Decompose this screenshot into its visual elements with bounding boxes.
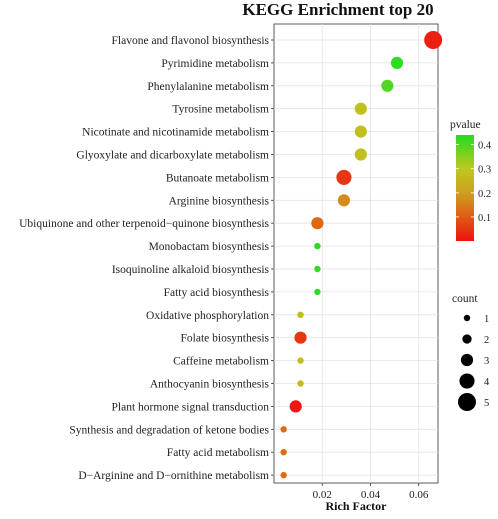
size-legend-circle <box>458 393 476 411</box>
size-legend-circle <box>460 353 474 367</box>
y-axis: Flavone and flavonol biosynthesis Pyrimid… <box>19 35 274 482</box>
data-points <box>280 31 443 479</box>
colorbar-label: 0.4 <box>478 141 492 152</box>
y-category-label: Plant hormone signal transduction <box>112 401 270 413</box>
y-category-label: Flavone and flavonol biosynthesis <box>112 35 270 47</box>
data-point <box>297 311 304 318</box>
data-point <box>354 125 367 138</box>
x-tick-label: 0.06 <box>409 489 429 501</box>
size-legend-label: 3 <box>484 356 489 367</box>
data-point <box>297 380 304 387</box>
chart-title: KEGG Enrichment top 20 <box>242 0 433 19</box>
pvalue-legend: pvalue 0.1 0.2 0.3 0.4 <box>450 119 492 241</box>
data-point <box>336 169 352 185</box>
data-point <box>280 449 287 456</box>
y-category-label: Fatty acid metabolism <box>167 447 269 459</box>
y-category-label: Arginine biosynthesis <box>169 195 270 207</box>
size-legend-circle <box>459 373 475 389</box>
y-category-label: Caffeine metabolism <box>173 356 269 368</box>
y-category-label: Nicotinate and nicotinamide metabolism <box>82 127 269 139</box>
data-point <box>314 242 321 250</box>
data-point <box>424 31 443 49</box>
data-point <box>381 79 394 92</box>
data-point <box>354 102 367 115</box>
y-category-label: Butanoate metabolism <box>166 172 269 184</box>
data-point <box>311 217 324 230</box>
y-category-label: Folate biosynthesis <box>181 333 270 345</box>
count-legend-title: count <box>452 293 478 305</box>
y-category-label: Glyoxylate and dicarboxylate metabolism <box>76 150 269 162</box>
y-category-label: Isoquinoline alkaloid biosynthesis <box>112 264 270 276</box>
y-category-label: Ubiquinone and other terpenoid−quinone b… <box>19 218 269 230</box>
colorbar-label: 0.3 <box>478 165 491 176</box>
x-axis-title: Rich Factor <box>326 499 388 513</box>
y-category-label: Tyrosine metabolism <box>172 104 269 116</box>
y-category-label: Synthesis and degradation of ketone bodi… <box>69 424 269 436</box>
size-legend-label: 4 <box>484 377 490 388</box>
x-tick-label: 0.04 <box>361 489 381 501</box>
pvalue-legend-title: pvalue <box>450 119 481 131</box>
y-category-label: D−Arginine and D−ornithine metabolism <box>78 470 269 482</box>
grid-lines <box>274 24 438 483</box>
size-legend-label: 5 <box>484 398 489 409</box>
size-legend-circle <box>463 314 471 322</box>
pvalue-colorbar <box>456 135 474 241</box>
data-point <box>337 194 351 207</box>
size-legend-circle <box>462 334 472 344</box>
data-point <box>280 471 287 479</box>
colorbar-label: 0.2 <box>478 189 491 200</box>
data-point <box>354 148 367 161</box>
size-legend-label: 2 <box>484 335 489 346</box>
plot-panel <box>273 23 439 484</box>
data-point <box>280 426 287 433</box>
colorbar-label: 0.1 <box>478 213 491 224</box>
x-tick-label: 0.02 <box>313 489 332 501</box>
data-point <box>294 331 307 344</box>
data-point <box>297 357 304 364</box>
count-legend: count 1 2 3 4 5 <box>452 293 490 411</box>
data-point <box>314 288 321 296</box>
data-point <box>314 265 321 273</box>
y-category-label: Anthocyanin biosynthesis <box>150 379 270 391</box>
size-legend-label: 1 <box>484 314 489 325</box>
x-axis: 0.02 0.04 0.06 <box>313 483 429 501</box>
y-category-label: Monobactam biosynthesis <box>149 241 270 253</box>
data-point <box>289 400 302 413</box>
data-point <box>390 56 404 69</box>
y-category-label: Phenylalanine metabolism <box>147 81 269 93</box>
y-category-label: Oxidative phosphorylation <box>146 310 269 322</box>
y-category-label: Pyrimidine metabolism <box>161 58 269 70</box>
y-category-label: Fatty acid biosynthesis <box>164 287 270 299</box>
